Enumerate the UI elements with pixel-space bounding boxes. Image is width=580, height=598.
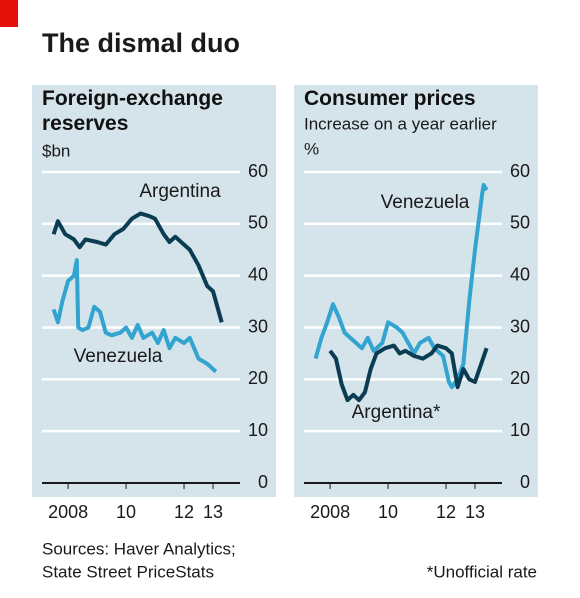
y-tick-label: 40: [510, 264, 530, 284]
panel-subtitle: $bn: [42, 141, 70, 160]
x-tick-label: 13: [465, 502, 485, 522]
red-tag: [0, 0, 18, 27]
x-tick-label: 13: [203, 502, 223, 522]
y-tick-label: 0: [258, 472, 268, 492]
y-tick-label: 60: [248, 161, 268, 181]
source: Sources: Haver Analytics;: [42, 539, 236, 558]
series-label: Argentina*: [352, 402, 441, 423]
x-tick-label: 2008: [48, 502, 88, 522]
y-tick-label: 10: [510, 420, 530, 440]
x-tick-label: 10: [116, 502, 136, 522]
y-tick-label: 50: [248, 213, 268, 233]
x-tick-label: 12: [436, 502, 456, 522]
series-line: [328, 343, 489, 403]
panel-title: Foreign-exchange reserves: [42, 87, 223, 135]
series-line: [51, 258, 218, 374]
y-tick-label: 0: [520, 472, 530, 492]
unit-label: %: [304, 139, 319, 158]
panel-title: Consumer prices: [304, 87, 476, 110]
y-tick-label: 50: [510, 213, 530, 233]
panel-background: [32, 85, 276, 497]
x-tick-label: 10: [378, 502, 398, 522]
y-tick-label: 10: [248, 420, 268, 440]
x-tick-label: 12: [174, 502, 194, 522]
series-label: Argentina: [139, 181, 221, 202]
series-label: Venezuela: [74, 346, 163, 367]
panel-subtitle: Increase on a year earlier: [304, 114, 497, 133]
y-tick-label: 20: [248, 368, 268, 388]
source: State Street PriceStats: [42, 562, 214, 581]
y-tick-label: 60: [510, 161, 530, 181]
y-tick-label: 30: [510, 316, 530, 336]
panel-background: [294, 85, 538, 497]
y-tick-label: 30: [248, 316, 268, 336]
x-tick-label: 2008: [310, 502, 350, 522]
footnote: *Unofficial rate: [427, 562, 537, 581]
series-line: [313, 183, 489, 390]
y-tick-label: 40: [248, 264, 268, 284]
y-tick-label: 20: [510, 368, 530, 388]
series-line: [51, 211, 224, 323]
title: The dismal duo: [42, 28, 240, 58]
series-label: Venezuela: [381, 192, 470, 213]
